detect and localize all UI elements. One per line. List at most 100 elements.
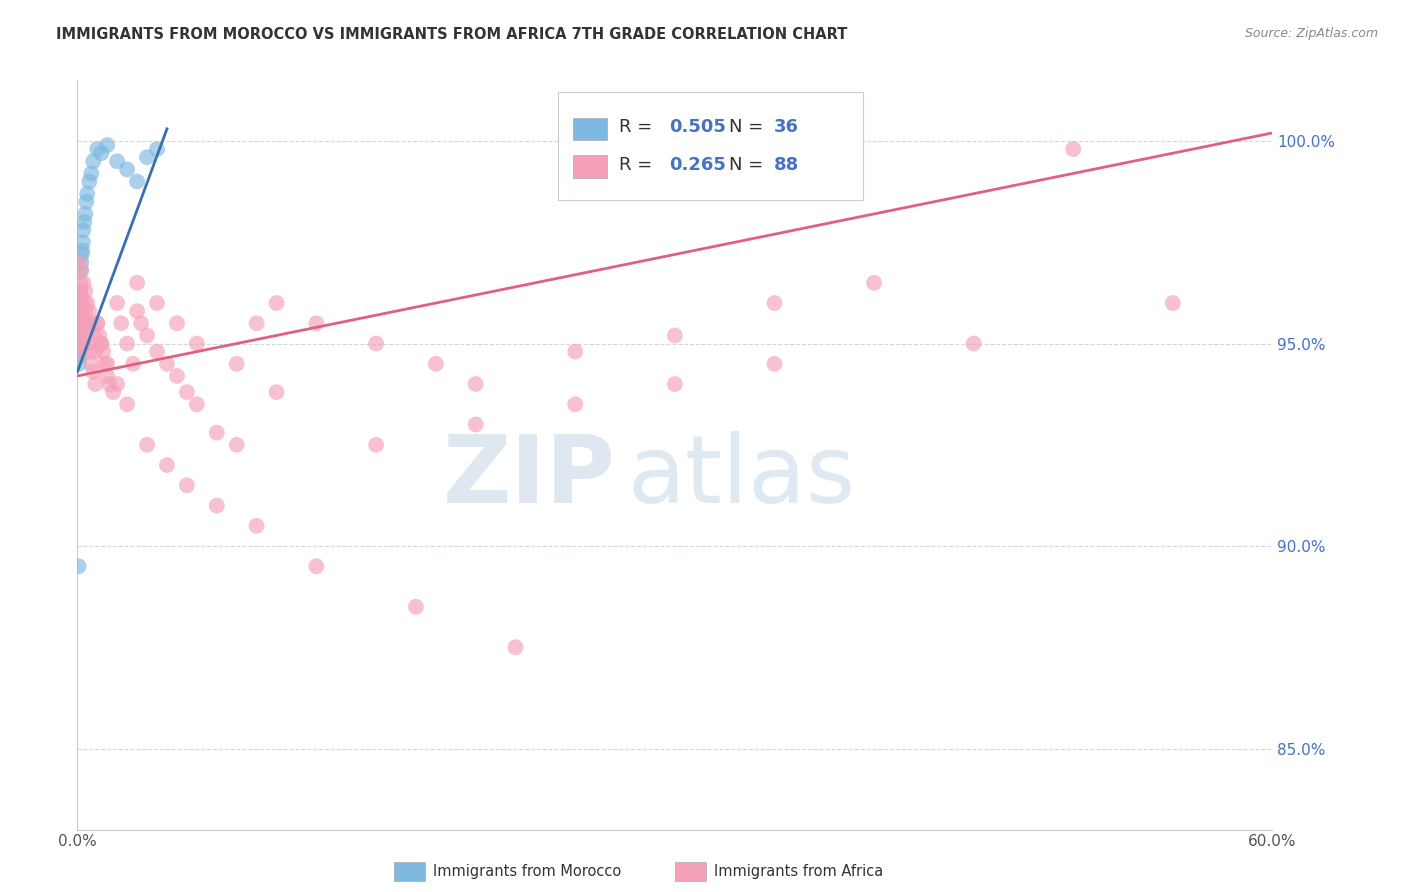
Point	[763, 357, 786, 371]
Point	[67, 325, 90, 339]
Text: R =: R =	[619, 119, 658, 136]
Point	[664, 328, 686, 343]
Point	[129, 316, 152, 330]
Point	[127, 175, 149, 189]
Point	[1062, 142, 1084, 156]
Point	[82, 328, 104, 343]
Point	[72, 276, 94, 290]
Point	[76, 325, 98, 339]
Point	[127, 304, 149, 318]
Point	[67, 325, 90, 339]
Text: N =: N =	[728, 156, 769, 174]
Point	[84, 344, 107, 359]
Point	[82, 154, 104, 169]
FancyBboxPatch shape	[574, 155, 607, 178]
Point	[225, 357, 247, 371]
Point	[91, 344, 114, 359]
Point	[69, 349, 91, 363]
Point	[186, 336, 208, 351]
Point	[67, 357, 90, 371]
Point	[67, 316, 90, 330]
Point	[67, 336, 90, 351]
Point	[115, 397, 138, 411]
Point	[67, 344, 90, 359]
Point	[266, 296, 288, 310]
Point	[136, 438, 159, 452]
Point	[156, 357, 179, 371]
Point	[136, 150, 159, 164]
Point	[246, 518, 269, 533]
Point	[67, 255, 90, 269]
Point	[103, 385, 124, 400]
Point	[366, 336, 388, 351]
Text: N =: N =	[728, 119, 769, 136]
Point	[76, 186, 98, 201]
Point	[366, 438, 388, 452]
Point	[70, 247, 93, 261]
Point	[69, 284, 91, 298]
Point	[266, 385, 288, 400]
Point	[146, 142, 169, 156]
Point	[67, 316, 90, 330]
Point	[75, 284, 97, 298]
Point	[84, 377, 107, 392]
Point	[77, 336, 100, 351]
Point	[564, 344, 586, 359]
Point	[80, 357, 103, 371]
Text: ZIP: ZIP	[443, 432, 616, 524]
Point	[70, 255, 93, 269]
Point	[96, 138, 118, 153]
FancyBboxPatch shape	[574, 118, 607, 140]
Text: Immigrants from Morocco: Immigrants from Morocco	[433, 864, 621, 879]
FancyBboxPatch shape	[558, 92, 862, 200]
Point	[69, 276, 91, 290]
Point	[205, 499, 228, 513]
Point	[75, 304, 97, 318]
Text: Immigrants from Africa: Immigrants from Africa	[714, 864, 883, 879]
Point	[464, 417, 486, 432]
Point	[72, 223, 94, 237]
Point	[70, 288, 93, 302]
Point	[225, 438, 247, 452]
Point	[76, 296, 98, 310]
Point	[186, 397, 208, 411]
Point	[89, 328, 111, 343]
Point	[1161, 296, 1184, 310]
Point	[105, 377, 128, 392]
Point	[72, 336, 94, 351]
Point	[80, 166, 103, 180]
Point	[86, 142, 108, 156]
Point	[166, 316, 188, 330]
Point	[67, 304, 90, 318]
Point	[166, 368, 188, 383]
Point	[73, 296, 96, 310]
Point	[115, 162, 138, 177]
Point	[763, 296, 786, 310]
Point	[464, 377, 486, 392]
Point	[79, 175, 101, 189]
Point	[205, 425, 228, 440]
Point	[115, 336, 138, 351]
Point	[86, 316, 108, 330]
Point	[82, 365, 104, 379]
Point	[75, 316, 97, 330]
Point	[94, 357, 117, 371]
Text: IMMIGRANTS FROM MOROCCO VS IMMIGRANTS FROM AFRICA 7TH GRADE CORRELATION CHART: IMMIGRANTS FROM MOROCCO VS IMMIGRANTS FR…	[56, 27, 848, 42]
Point	[98, 377, 121, 392]
Point	[425, 357, 447, 371]
Point	[305, 559, 328, 574]
Point	[863, 276, 886, 290]
Point	[70, 263, 93, 277]
Text: 0.505: 0.505	[669, 119, 725, 136]
Point	[69, 296, 91, 310]
Point	[146, 344, 169, 359]
Point	[76, 316, 98, 330]
Point	[70, 304, 93, 318]
Point	[96, 357, 118, 371]
Point	[146, 296, 169, 310]
Point	[405, 599, 427, 614]
Point	[305, 316, 328, 330]
Text: R =: R =	[619, 156, 658, 174]
Point	[79, 344, 101, 359]
Point	[156, 458, 179, 472]
